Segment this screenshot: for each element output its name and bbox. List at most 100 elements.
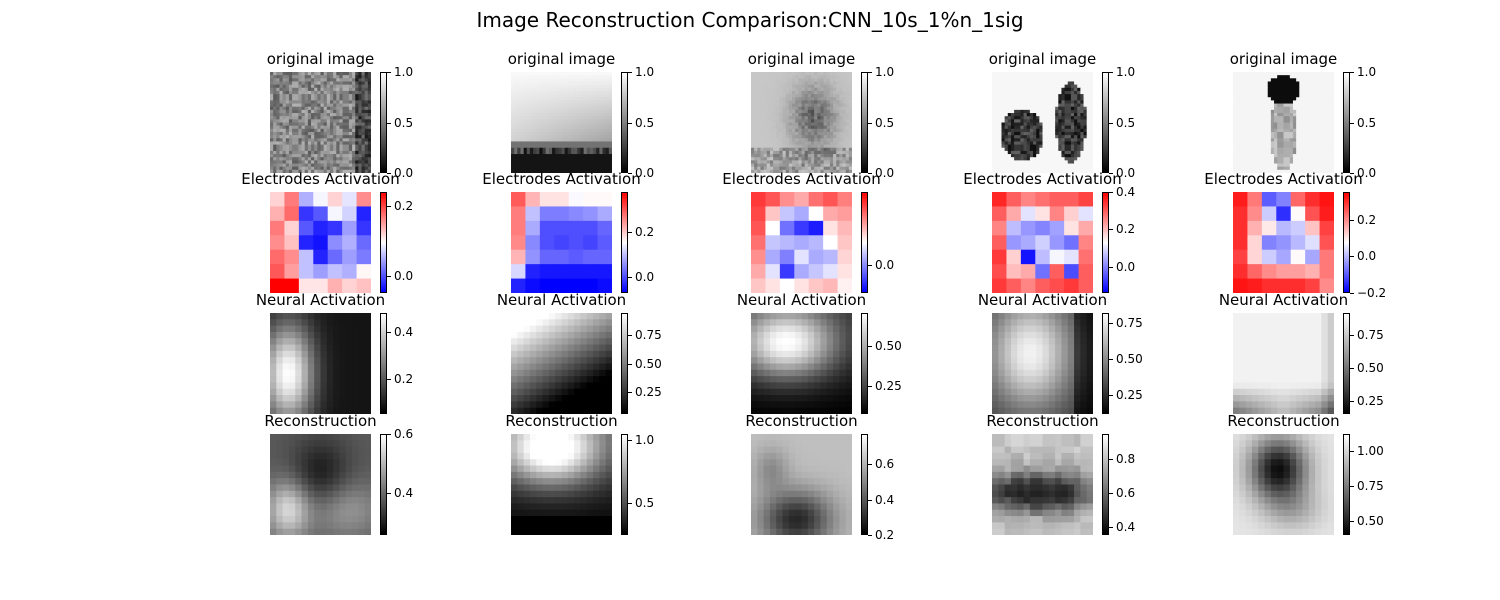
heatmap-cell	[788, 135, 793, 139]
heatmap-cell	[1236, 75, 1240, 79]
heatmap-cell	[323, 138, 328, 143]
heatmap-cell	[820, 154, 825, 158]
heatmap-cell	[754, 157, 758, 161]
heatmap-cell	[836, 87, 840, 92]
heatmap-cell	[1277, 78, 1281, 83]
heatmap-cell	[605, 84, 610, 89]
heatmap-cell	[1233, 78, 1237, 83]
heatmap-cell	[848, 84, 852, 89]
heatmap-cell	[1233, 131, 1237, 136]
subplot-image	[511, 72, 612, 173]
heatmap-cell	[1039, 138, 1044, 143]
heatmap-cell	[810, 122, 815, 127]
heatmap-cell	[339, 135, 344, 139]
heatmap-cell	[307, 163, 312, 168]
heatmap-cell	[1077, 135, 1081, 139]
heatmap-cell	[1017, 113, 1022, 117]
heatmap-cell	[842, 81, 847, 86]
heatmap-cell	[567, 138, 572, 143]
heatmap-cell	[769, 125, 774, 130]
heatmap-cell	[1258, 116, 1263, 120]
heatmap-cell	[326, 78, 331, 83]
heatmap-cell	[998, 160, 1003, 165]
heatmap-cell	[567, 87, 572, 92]
heatmap-cell	[757, 135, 762, 139]
heatmap-cell	[773, 100, 777, 105]
heatmap-cell	[608, 78, 612, 83]
heatmap-cell	[814, 109, 818, 114]
heatmap-cell	[358, 84, 363, 89]
heatmap-cell	[329, 147, 334, 152]
heatmap-cell	[539, 90, 544, 95]
heatmap-cell	[754, 147, 758, 152]
heatmap-cell	[848, 100, 852, 105]
heatmap-cell	[1264, 131, 1269, 136]
heatmap-cell	[514, 166, 518, 171]
heatmap-cell	[608, 125, 612, 130]
heatmap-cell	[1070, 144, 1075, 149]
heatmap-cell	[570, 125, 575, 130]
heatmap-cell	[779, 128, 784, 133]
heatmap-cell	[766, 113, 771, 117]
heatmap-cell	[288, 160, 293, 165]
heatmap-cell	[848, 166, 852, 171]
heatmap-cell	[1296, 150, 1300, 155]
heatmap-cell	[1286, 147, 1291, 152]
heatmap-cell	[567, 150, 572, 155]
heatmap-cell	[995, 75, 999, 79]
heatmap-cell	[561, 141, 566, 146]
heatmap-cell	[533, 157, 537, 161]
heatmap-cell	[1245, 125, 1250, 130]
heatmap-cell	[307, 109, 312, 114]
heatmap-cell	[317, 81, 322, 86]
heatmap-cell	[839, 122, 844, 127]
heatmap-cell	[1077, 128, 1081, 133]
heatmap-cell	[320, 160, 325, 165]
heatmap-cell	[539, 131, 544, 136]
heatmap-cell	[785, 147, 790, 152]
heatmap-cell	[1251, 125, 1256, 130]
heatmap-cell	[810, 109, 815, 114]
heatmap-cell	[285, 138, 290, 143]
heatmap-cell	[1315, 147, 1319, 152]
heatmap-cell	[1311, 78, 1316, 83]
heatmap-cell	[555, 87, 559, 92]
heatmap-cell	[1010, 154, 1015, 158]
heatmap-cell	[593, 138, 597, 143]
heatmap-cell	[1264, 122, 1269, 127]
heatmap-cell	[301, 144, 306, 149]
heatmap-cell	[361, 84, 366, 89]
heatmap-cell	[798, 144, 803, 149]
heatmap-cell	[304, 78, 309, 83]
heatmap-cell	[333, 131, 337, 136]
heatmap-cell	[1233, 144, 1237, 149]
heatmap-cell	[533, 141, 537, 146]
heatmap-cell	[1277, 100, 1281, 105]
heatmap-cell	[1074, 154, 1078, 158]
heatmap-cell	[1051, 75, 1056, 79]
heatmap-cell	[817, 100, 822, 105]
heatmap-cell	[763, 119, 768, 124]
heatmap-cell	[1026, 166, 1031, 171]
heatmap-cell	[1067, 72, 1072, 76]
heatmap-cell	[367, 109, 371, 114]
heatmap-cell	[599, 75, 604, 79]
heatmap-cell	[1267, 109, 1272, 114]
heatmap-cell	[577, 163, 582, 168]
heatmap-cell	[1083, 141, 1088, 146]
heatmap-cell	[348, 116, 353, 120]
heatmap-cell	[545, 90, 550, 95]
heatmap-cell	[548, 150, 553, 155]
heatmap-cell	[1007, 128, 1012, 133]
heatmap-cell	[298, 128, 303, 133]
heatmap-cell	[339, 97, 344, 102]
heatmap-cell	[998, 154, 1003, 158]
heatmap-cell	[1048, 122, 1053, 127]
heatmap-cell	[1004, 122, 1009, 127]
heatmap-cell	[1055, 147, 1059, 152]
heatmap-cell	[992, 163, 996, 168]
heatmap-cell	[301, 72, 306, 76]
heatmap-cell	[751, 94, 755, 98]
heatmap-cell	[545, 113, 550, 117]
heatmap-cell	[314, 125, 318, 130]
